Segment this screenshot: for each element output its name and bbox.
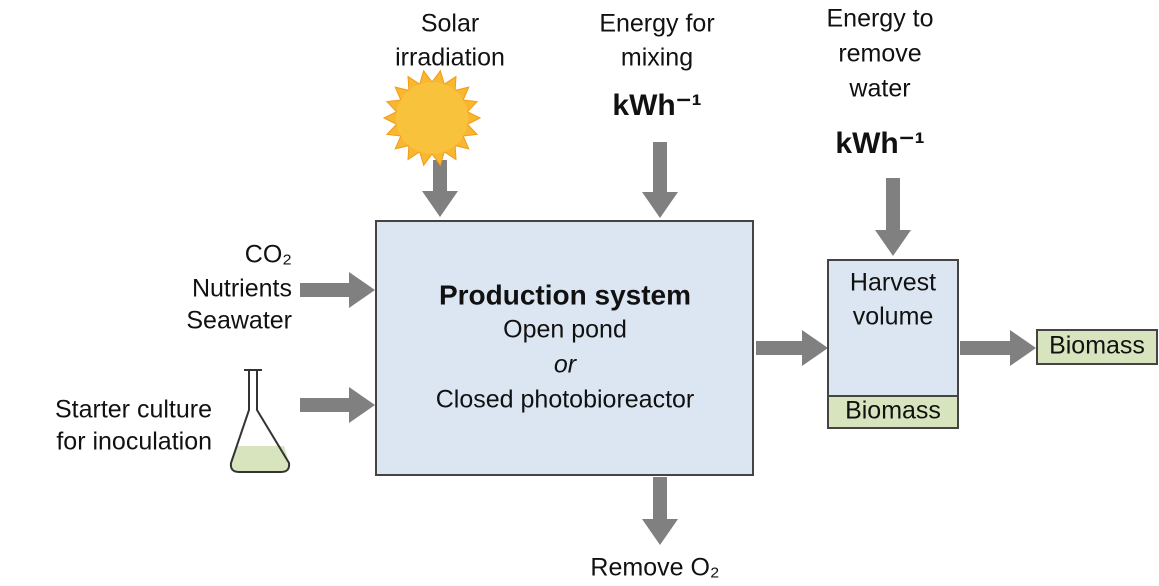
production-line: Closed photobioreactor <box>436 386 695 414</box>
starter-label: for inoculation <box>56 428 212 456</box>
feed-label: Nutrients <box>192 275 292 303</box>
output-box <box>1036 329 1158 365</box>
water-unit: kWh⁻¹ <box>835 127 924 160</box>
harvest-biomass-box <box>827 395 959 429</box>
water-label: remove <box>838 40 921 68</box>
sun-disc <box>396 82 468 154</box>
arrow <box>642 477 678 545</box>
mixing-unit: kWh⁻¹ <box>612 89 701 122</box>
arrow <box>875 178 911 256</box>
flask-liquid <box>230 446 290 472</box>
starter-label: Starter culture <box>55 396 212 424</box>
arrows <box>300 142 1036 545</box>
flask <box>229 369 291 473</box>
remove-label: Remove O₂ <box>590 554 719 582</box>
output-label: Biomass <box>1049 332 1145 360</box>
harvest-label: Harvest <box>850 269 936 297</box>
arrow <box>960 330 1036 366</box>
production-box <box>375 220 754 476</box>
solar-label: irradiation <box>395 44 505 72</box>
arrow <box>642 142 678 218</box>
arrow <box>300 387 375 423</box>
harvest-label: volume <box>853 303 934 331</box>
production-title: Production system <box>439 279 691 310</box>
mixing-label: Energy for <box>599 10 714 38</box>
solar-label: Solar <box>421 10 479 38</box>
water-label: Energy to <box>826 5 933 33</box>
water-label: water <box>848 75 910 103</box>
feed-label: Seawater <box>186 307 292 335</box>
arrow <box>422 160 458 217</box>
feed-label: CO₂ <box>245 241 292 269</box>
sun <box>382 69 482 167</box>
arrow <box>300 272 375 308</box>
production-line: or <box>554 351 578 379</box>
production-line: Open pond <box>503 316 627 344</box>
flask-outline <box>229 369 291 473</box>
harvest-product: Biomass <box>845 397 941 425</box>
arrow <box>756 330 828 366</box>
mixing-label: mixing <box>621 44 693 72</box>
